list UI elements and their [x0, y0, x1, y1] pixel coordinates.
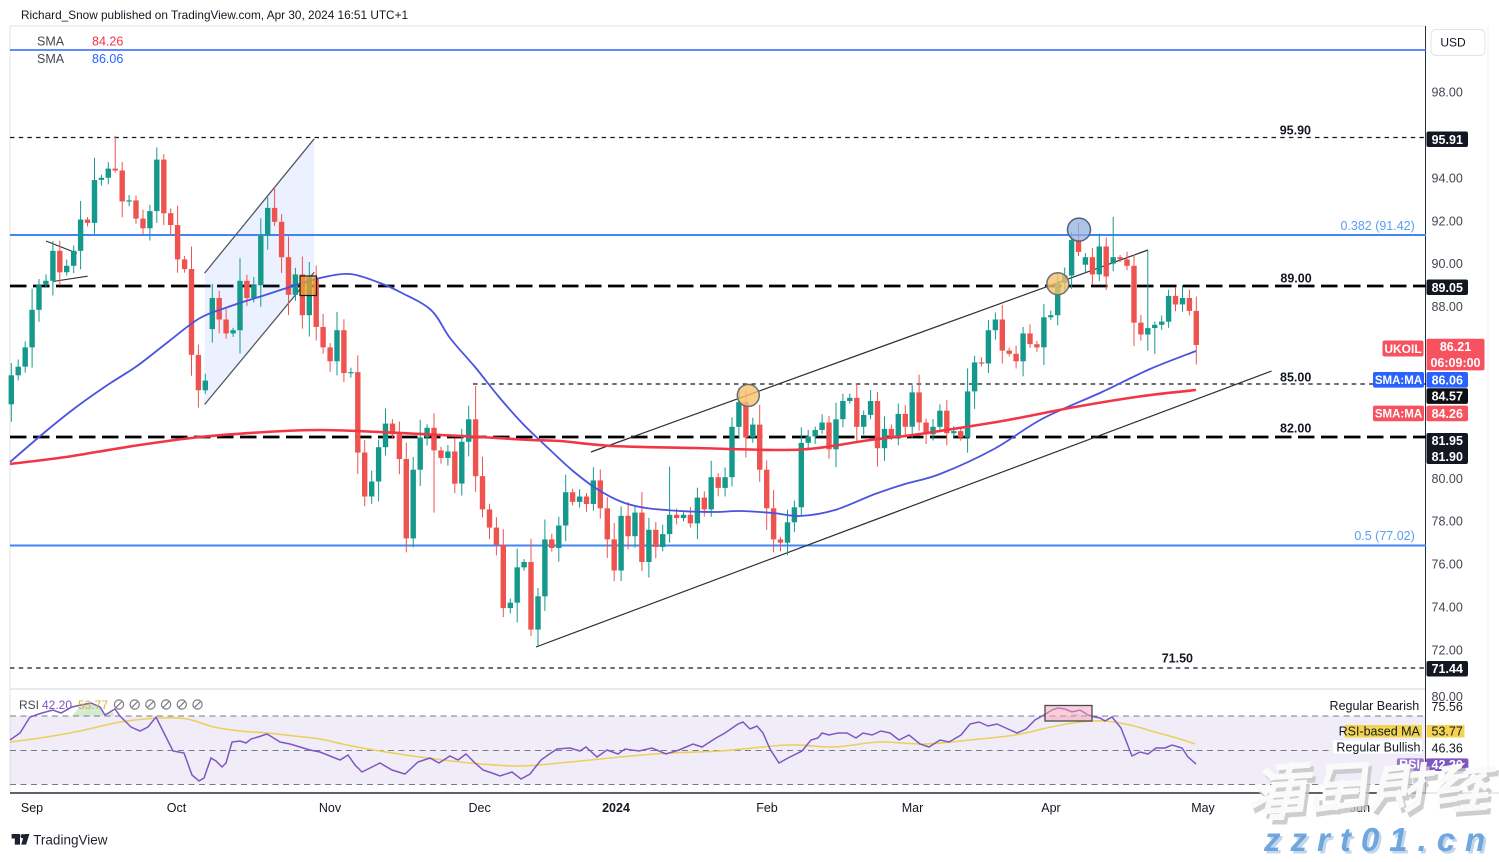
svg-text:90.00: 90.00 — [1432, 257, 1463, 271]
svg-text:Mar: Mar — [902, 801, 924, 815]
svg-text:82.00: 82.00 — [1280, 421, 1311, 435]
svg-text:78.00: 78.00 — [1432, 515, 1463, 529]
svg-text:84.26: 84.26 — [1432, 407, 1463, 421]
svg-text:Oct: Oct — [167, 801, 187, 815]
svg-text:06:09:00: 06:09:00 — [1430, 356, 1480, 370]
svg-text:71.50: 71.50 — [1162, 652, 1193, 666]
svg-text:95.91: 95.91 — [1432, 133, 1463, 147]
svg-text:81.90: 81.90 — [1432, 450, 1463, 464]
svg-text:92.00: 92.00 — [1432, 214, 1463, 228]
svg-text:Dec: Dec — [468, 801, 490, 815]
svg-text:71.44: 71.44 — [1432, 662, 1463, 676]
svg-text:46.36: 46.36 — [1432, 742, 1463, 756]
svg-text:80.00: 80.00 — [1432, 472, 1463, 486]
svg-text:USD: USD — [1440, 36, 1466, 50]
svg-text:RSI-based MA: RSI-based MA — [1339, 725, 1421, 739]
svg-text:0.382 (91.42): 0.382 (91.42) — [1340, 219, 1414, 233]
svg-text:98.00: 98.00 — [1432, 86, 1463, 100]
svg-text:76.00: 76.00 — [1432, 558, 1463, 572]
svg-text:2024: 2024 — [602, 801, 630, 815]
svg-text:Sep: Sep — [21, 801, 43, 815]
svg-text:TradingView: TradingView — [33, 833, 108, 848]
svg-text:42.20: 42.20 — [42, 698, 72, 712]
svg-text:Nov: Nov — [319, 801, 342, 815]
svg-text:SMA: SMA — [37, 52, 65, 66]
svg-text:53.77: 53.77 — [78, 698, 108, 712]
svg-text:74.00: 74.00 — [1432, 601, 1463, 615]
svg-text:Richard_Snow published on Trad: Richard_Snow published on TradingView.co… — [21, 8, 408, 22]
svg-text:UKOIL: UKOIL — [1384, 342, 1421, 356]
svg-text:95.90: 95.90 — [1280, 124, 1311, 138]
svg-text:84.57: 84.57 — [1432, 390, 1463, 404]
svg-text:86.06: 86.06 — [1432, 373, 1463, 387]
svg-text:86.06: 86.06 — [92, 52, 123, 66]
svg-text:zzrt01.cn: zzrt01.cn — [1266, 824, 1498, 858]
svg-text:Regular Bullish: Regular Bullish — [1336, 741, 1420, 755]
svg-text:80.00: 80.00 — [1432, 690, 1463, 704]
svg-text:94.00: 94.00 — [1432, 171, 1463, 185]
svg-text:RSI: RSI — [19, 698, 39, 712]
svg-text:85.00: 85.00 — [1280, 370, 1311, 384]
svg-text:75.56: 75.56 — [1432, 700, 1463, 714]
svg-text:89.00: 89.00 — [1280, 272, 1311, 286]
svg-text:Regular Bearish: Regular Bearish — [1330, 699, 1420, 713]
svg-text:SMA: SMA — [37, 35, 65, 49]
svg-text:81.95: 81.95 — [1432, 434, 1463, 448]
svg-text:88.00: 88.00 — [1432, 300, 1463, 314]
svg-text:May: May — [1191, 801, 1215, 815]
svg-text:SMA:MA: SMA:MA — [1375, 409, 1422, 421]
svg-text:Apr: Apr — [1041, 801, 1060, 815]
svg-text:89.05: 89.05 — [1432, 281, 1463, 295]
svg-text:zzrt01.cn: zzrt01.cn — [1263, 821, 1495, 857]
svg-text:53.77: 53.77 — [1432, 725, 1463, 739]
svg-text:Feb: Feb — [756, 801, 778, 815]
svg-text:0.5 (77.02): 0.5 (77.02) — [1354, 529, 1414, 543]
svg-text:72.00: 72.00 — [1432, 643, 1463, 657]
svg-text:SMA:MA: SMA:MA — [1375, 375, 1422, 387]
svg-text:86.21: 86.21 — [1440, 340, 1471, 354]
svg-text:84.26: 84.26 — [92, 35, 123, 49]
